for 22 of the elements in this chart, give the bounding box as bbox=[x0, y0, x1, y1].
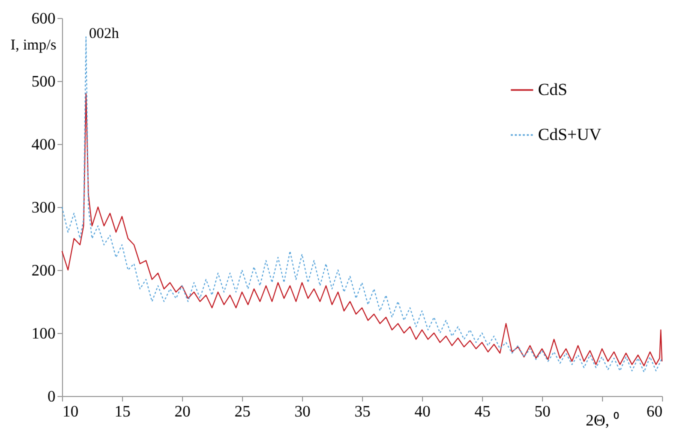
x-tick-label: 45 bbox=[474, 404, 490, 420]
x-tick-label: 15 bbox=[114, 404, 130, 420]
y-tick-label: 200 bbox=[32, 262, 56, 280]
y-tick-label: 100 bbox=[32, 326, 56, 342]
x-tick-label: 50 bbox=[534, 404, 550, 420]
y-tick-label: 600 bbox=[32, 10, 56, 28]
y-tick-label: 300 bbox=[32, 200, 56, 216]
legend-label: CdS bbox=[538, 80, 568, 99]
y-tick-label: 0 bbox=[48, 388, 56, 406]
x-tick-label: 20 bbox=[174, 404, 190, 420]
x-tick-label: 35 bbox=[354, 404, 370, 420]
x-tick-label: 25 bbox=[234, 404, 250, 420]
x-tick-label: 60 bbox=[646, 404, 662, 420]
legend-label: CdS+UV bbox=[538, 125, 602, 144]
y-tick-label: 500 bbox=[32, 74, 56, 90]
x-tick-label: 30 bbox=[294, 404, 310, 420]
y-tick-label: 400 bbox=[32, 136, 56, 154]
x-tick-label: 40 bbox=[414, 404, 430, 420]
x-axis-title: 2Θ, ⁰ bbox=[586, 412, 620, 430]
x-tick-label: 10 bbox=[62, 404, 78, 420]
annotation: 002h bbox=[89, 26, 120, 42]
y-axis-title: I, imp/s bbox=[10, 38, 56, 54]
